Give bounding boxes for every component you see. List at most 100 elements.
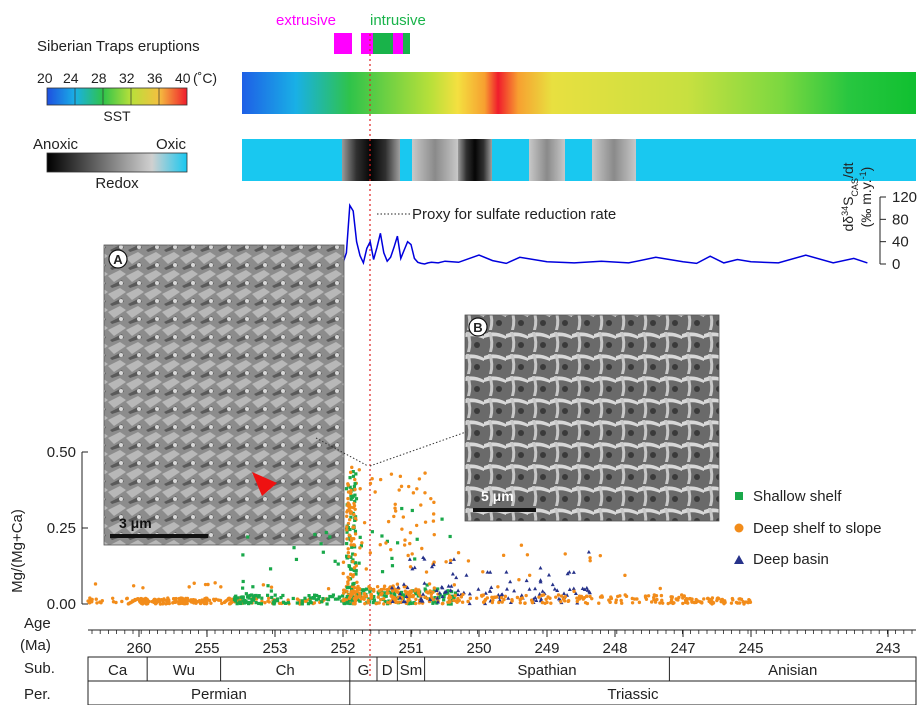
point-basin [442, 590, 447, 594]
point-deep-shelf [402, 543, 407, 547]
point-deep-shelf [444, 560, 448, 564]
point-deep-shelf [352, 543, 356, 547]
point-shallow [438, 593, 442, 597]
point-deep-shelf [411, 594, 415, 599]
point-shallow [354, 497, 359, 501]
point-deep-shelf [630, 601, 635, 605]
point-deep-shelf [214, 597, 218, 602]
point-deep-shelf [414, 523, 419, 528]
point-basin [504, 570, 509, 574]
point-deep-shelf [181, 597, 185, 602]
point-basin [555, 588, 560, 592]
point-shallow [250, 593, 254, 597]
point-shallow [313, 532, 317, 537]
point-deep-shelf [598, 553, 603, 558]
point-deep-shelf [192, 581, 196, 585]
point-deep-shelf [481, 593, 486, 597]
point-deep-shelf [400, 527, 404, 531]
point-deep-shelf [424, 590, 429, 594]
point-shallow [347, 564, 352, 569]
redox-legend-bar [46, 152, 188, 173]
scale-b-label: 5 μm [481, 488, 514, 504]
point-shallow [313, 593, 317, 597]
point-shallow [336, 597, 340, 601]
point-deep-shelf [397, 488, 401, 492]
stage-ca: Ca [108, 662, 128, 679]
point-deep-shelf [125, 596, 129, 601]
point-basin [567, 587, 572, 591]
point-shallow [324, 530, 328, 535]
point-shallow [449, 602, 453, 606]
point-deep-shelf [358, 487, 362, 491]
point-deep-shelf [730, 596, 735, 601]
point-deep-shelf [710, 602, 714, 606]
point-deep-shelf [312, 601, 317, 605]
redox-legend: Anoxic Oxic Redox [33, 136, 188, 192]
point-deep-shelf [658, 601, 662, 605]
point-deep-shelf [527, 573, 532, 577]
point-deep-shelf [187, 585, 191, 589]
point-deep-shelf [694, 597, 698, 602]
sst-tick-32: 32 [119, 70, 135, 86]
point-deep-shelf [432, 532, 436, 537]
panel-a-letter: A [113, 252, 123, 267]
proxy-tick-label-40: 40 [892, 234, 909, 251]
point-deep-shelf [349, 488, 353, 493]
point-shallow [446, 589, 450, 593]
point-deep-shelf [481, 570, 485, 574]
point-deep-shelf [352, 566, 357, 570]
point-deep-shelf [350, 465, 354, 470]
point-deep-shelf [209, 601, 213, 605]
point-shallow [300, 599, 304, 603]
point-basin [404, 594, 409, 599]
point-deep-shelf [382, 602, 386, 606]
point-deep-shelf [166, 601, 170, 605]
point-shallow [249, 601, 253, 605]
stage-ch: Ch [276, 662, 295, 679]
point-basin [504, 587, 509, 591]
point-deep-shelf [387, 587, 391, 591]
point-shallow [353, 493, 357, 497]
point-deep-shelf [393, 506, 397, 510]
point-deep-shelf [483, 599, 487, 603]
sem-image-b [465, 315, 719, 521]
period-permian: Permian [191, 686, 247, 703]
point-basin [435, 599, 440, 604]
point-deep-shelf [354, 590, 358, 594]
point-deep-shelf [499, 596, 504, 600]
point-shallow [273, 593, 277, 597]
point-basin [538, 578, 543, 582]
dysoxic-interval-2 [458, 139, 492, 181]
point-basin [407, 557, 412, 561]
point-deep-shelf [185, 596, 190, 601]
point-shallow [413, 557, 417, 561]
point-basin [586, 549, 591, 554]
point-deep-shelf [347, 518, 352, 522]
point-deep-shelf [131, 584, 136, 588]
point-shallow [350, 545, 354, 549]
point-deep-shelf [427, 582, 432, 586]
point-deep-shelf [346, 496, 350, 501]
point-basin [540, 589, 545, 593]
point-deep-shelf [145, 599, 149, 603]
point-deep-shelf [559, 600, 563, 604]
point-shallow [246, 535, 250, 539]
point-deep-shelf [353, 507, 357, 511]
point-deep-shelf [141, 586, 145, 590]
sub-label: Sub. [24, 660, 55, 677]
point-deep-shelf [346, 521, 351, 526]
legend-shallow-marker [735, 492, 743, 500]
point-deep-shelf [414, 601, 418, 606]
point-basin [561, 591, 566, 595]
point-deep-shelf [554, 595, 558, 599]
point-deep-shelf [392, 514, 396, 519]
point-deep-shelf [341, 560, 346, 564]
point-shallow [321, 596, 325, 601]
proxy-label: Proxy for sulfate reduction rate [412, 206, 616, 223]
point-deep-shelf [389, 472, 394, 476]
point-deep-shelf [456, 551, 461, 555]
point-shallow [292, 546, 296, 550]
proxy-line-chart: Proxy for sulfate reduction rate 0 40 80 12… [315, 162, 917, 273]
point-shallow [406, 602, 411, 606]
point-deep-shelf [172, 600, 176, 605]
